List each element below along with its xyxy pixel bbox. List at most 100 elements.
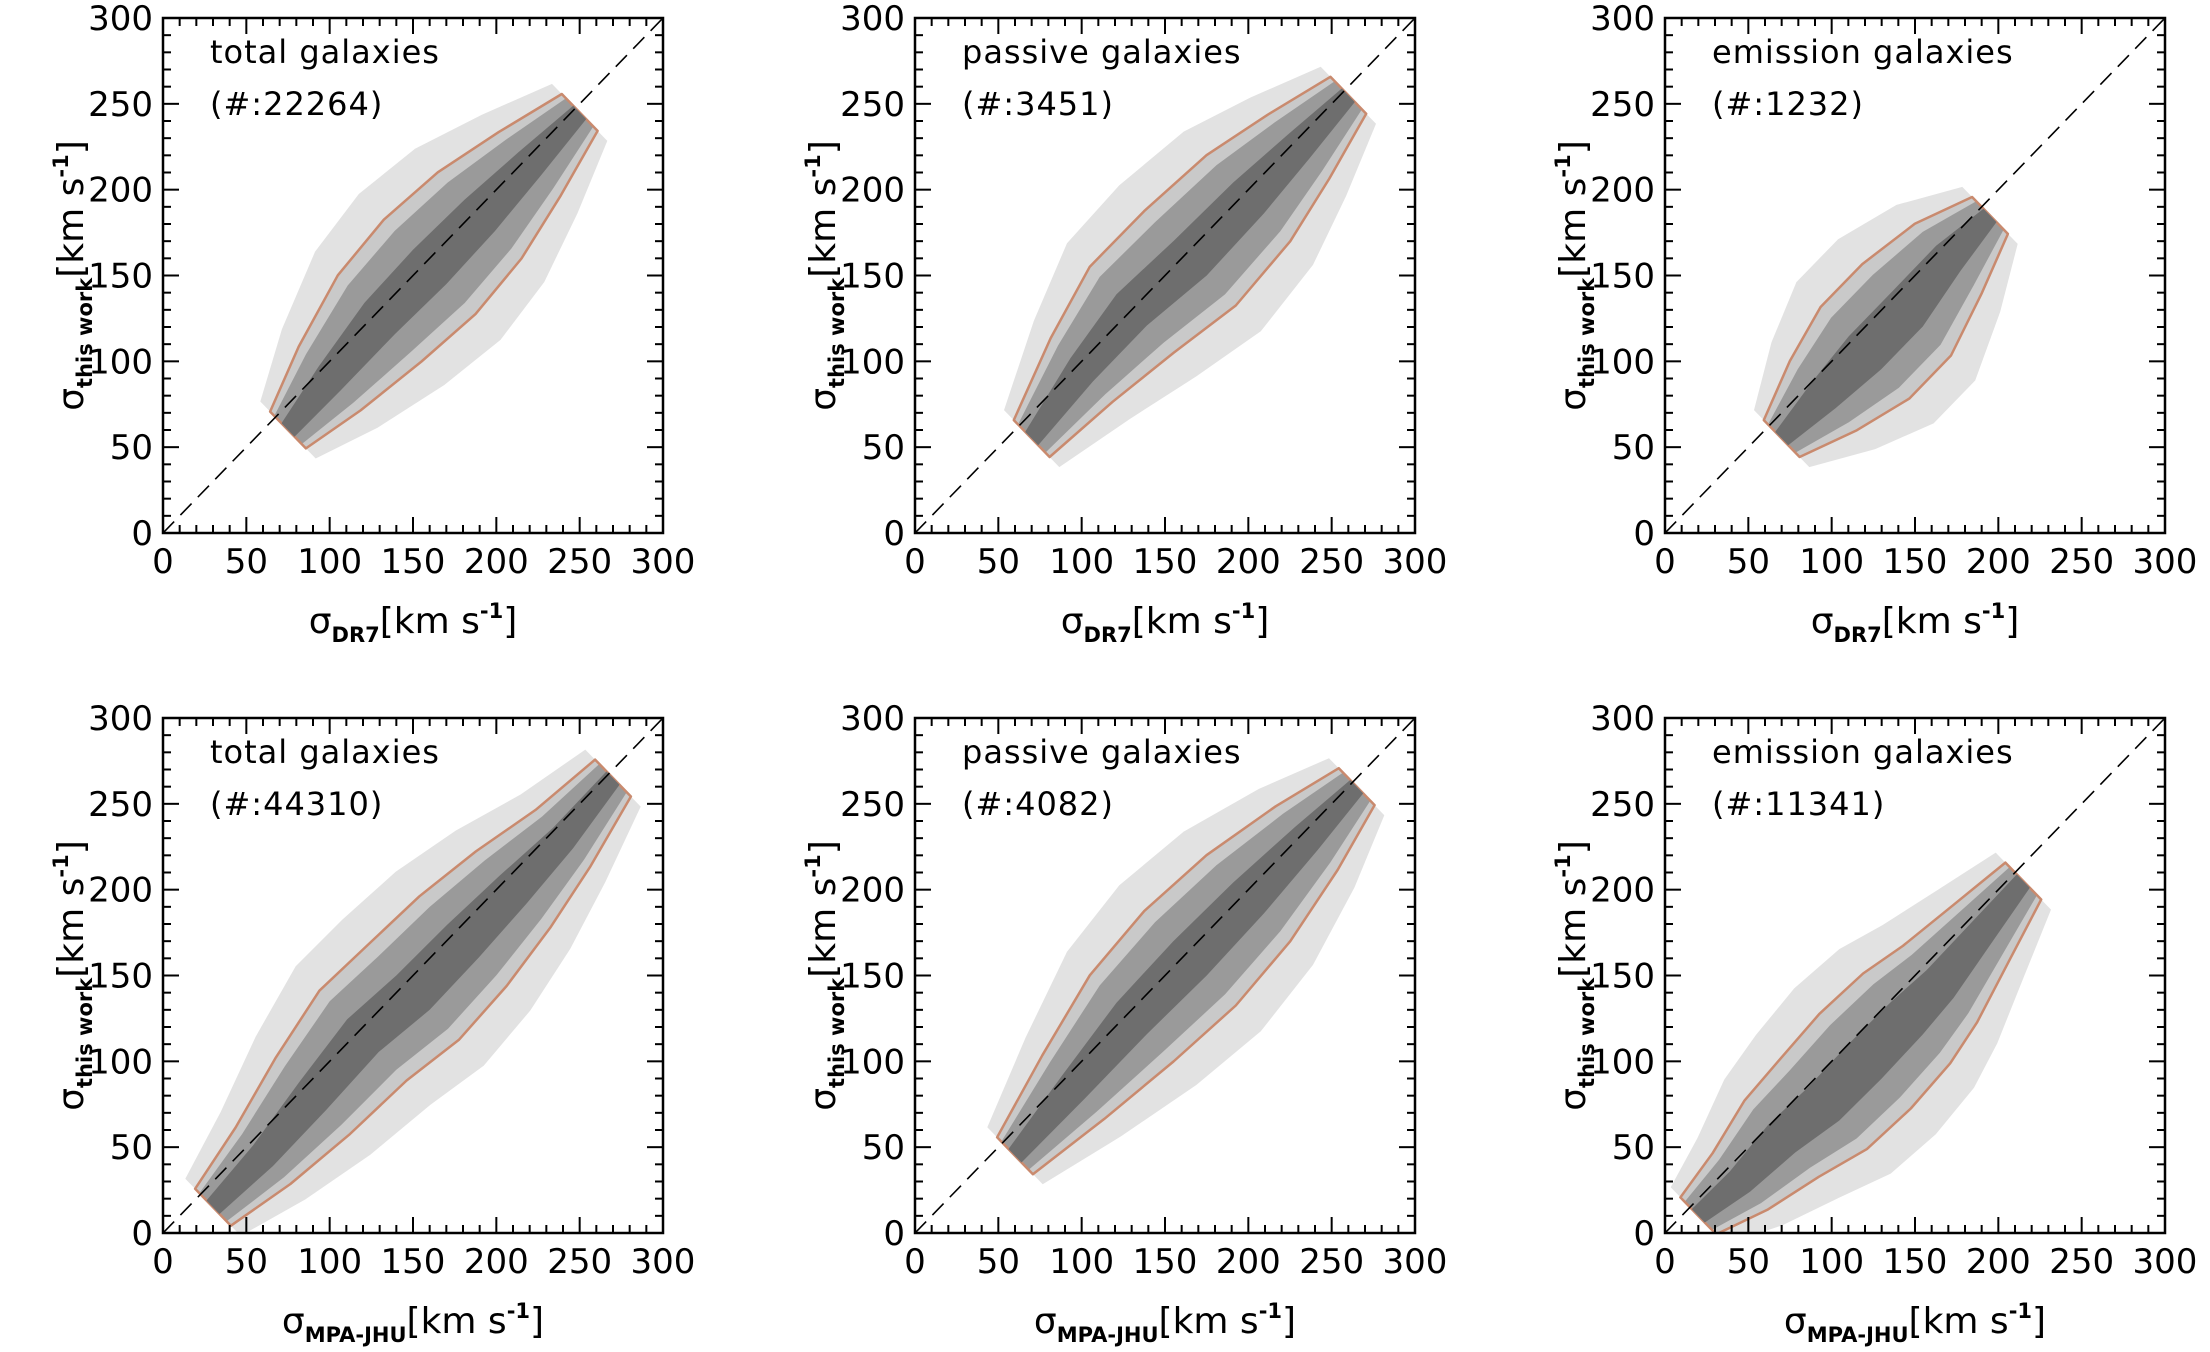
x-tick-label: 50	[225, 1242, 268, 1282]
density-core	[281, 105, 587, 437]
y-tick-label: 250	[1590, 85, 1655, 125]
x-tick-label: 150	[1883, 1242, 1948, 1282]
ticks	[914, 717, 1416, 1234]
contour-line	[193, 758, 633, 1227]
x-tick-label: 150	[1133, 542, 1198, 582]
x-tick-label: 150	[1133, 1242, 1198, 1282]
y-tick-label: 0	[1633, 514, 1655, 554]
x-tick-label: 0	[152, 542, 174, 582]
panel-1: 0 50 100 150 200 250 300 0 50 100 150 200 250 300 tota…	[49, 0, 695, 647]
y-tick-label: 100	[1590, 1042, 1655, 1082]
y-tick-label: 50	[110, 428, 153, 468]
y-axis-label: σthis work[km s-1]	[1551, 140, 1599, 411]
y-tick-label: 150	[88, 257, 153, 297]
panel-count: (#:3451)	[962, 85, 1114, 123]
y-tick-label: 50	[862, 1128, 905, 1168]
density-contours	[1754, 186, 2018, 468]
x-tick-label: 250	[1299, 542, 1364, 582]
x-tick-label: 300	[631, 542, 696, 582]
density-contours	[987, 758, 1385, 1185]
y-axis-label: σthis work[km s-1]	[1551, 840, 1599, 1111]
y-axis-label: σthis work[km s-1]	[49, 840, 97, 1111]
y-tick-label: 250	[1590, 785, 1655, 825]
y-tick-label: 100	[88, 1042, 153, 1082]
y-tick-label: 300	[840, 699, 905, 739]
panel-count: (#:44310)	[210, 785, 383, 823]
panel-count: (#:4082)	[962, 785, 1114, 823]
y-tick-label: 150	[1590, 257, 1655, 297]
y-tick-label: 200	[1590, 871, 1655, 911]
x-tick-label: 200	[464, 1242, 529, 1282]
panel-5: 0 50 100 150 200 250 300 0 50 100 150 200 250 300 pass…	[801, 699, 1447, 1347]
x-axis-label: σDR7[km s-1]	[309, 599, 518, 647]
x-axis-label: σDR7[km s-1]	[1811, 599, 2020, 647]
contour-line	[268, 92, 599, 450]
y-tick-label: 100	[840, 1042, 905, 1082]
contour-line	[995, 766, 1376, 1176]
density-contours	[260, 83, 608, 459]
panel-count: (#:22264)	[210, 85, 383, 123]
y-tick-label: 300	[1590, 699, 1655, 739]
panel-2: 0 50 100 150 200 250 300 0 50 100 150 200 250 300 pass…	[801, 0, 1447, 647]
ticks	[162, 17, 664, 534]
y-tick-label: 100	[88, 342, 153, 382]
x-tick-label: 300	[1383, 542, 1448, 582]
x-tick-label: 100	[1049, 542, 1114, 582]
x-tick-label: 100	[1049, 1242, 1114, 1282]
y-tick-label: 50	[110, 1128, 153, 1168]
density-core	[1691, 874, 2030, 1223]
panel-3: 0 50 100 150 200 250 300 0 50 100 150 200 250 300 emis…	[1551, 0, 2197, 647]
contour-line	[1679, 861, 2043, 1233]
y-tick-label: 200	[840, 171, 905, 211]
y-tick-label: 0	[1633, 1214, 1655, 1254]
x-tick-label: 50	[1727, 542, 1770, 582]
y-tick-label: 0	[883, 1214, 905, 1254]
y-tick-label: 200	[1590, 171, 1655, 211]
x-tick-label: 0	[1654, 1242, 1676, 1282]
x-tick-label: 300	[1383, 1242, 1448, 1282]
y-tick-label: 0	[883, 514, 905, 554]
panel-title: total galaxies	[210, 33, 440, 71]
density-contours	[185, 749, 641, 1233]
x-axis-label: σDR7[km s-1]	[1061, 599, 1270, 647]
y-tick-label: 250	[840, 85, 905, 125]
x-tick-label: 200	[1216, 542, 1281, 582]
y-tick-label: 250	[88, 85, 153, 125]
y-tick-label: 200	[840, 871, 905, 911]
x-tick-label: 150	[381, 1242, 446, 1282]
y-tick-label: 250	[840, 785, 905, 825]
one-to-one-line	[163, 18, 663, 533]
x-axis-label: σMPA-JHU[km s-1]	[1034, 1299, 1296, 1347]
panel-title: passive galaxies	[962, 33, 1242, 71]
y-tick-label: 100	[840, 342, 905, 382]
panel-title: passive galaxies	[962, 733, 1242, 771]
panel-6: 0 50 100 150 200 250 300 0 50 100 150 200 250 300 emis…	[1551, 699, 2197, 1347]
x-tick-label: 0	[904, 542, 926, 582]
one-to-one-line	[1665, 18, 2165, 533]
x-tick-label: 250	[547, 1242, 612, 1282]
density-core	[1008, 780, 1364, 1163]
y-tick-label: 300	[88, 0, 153, 39]
y-tick-label: 150	[840, 257, 905, 297]
panel-title: emission galaxies	[1712, 733, 2014, 771]
y-axis-label: σthis work[km s-1]	[49, 140, 97, 411]
x-tick-label: 100	[297, 1242, 362, 1282]
y-tick-label: 200	[88, 871, 153, 911]
y-tick-label: 150	[88, 957, 153, 997]
x-tick-label: 150	[1883, 542, 1948, 582]
y-tick-label: 200	[88, 171, 153, 211]
y-axis-label: σthis work[km s-1]	[801, 140, 849, 411]
x-tick-label: 300	[2133, 542, 2198, 582]
y-tick-label: 300	[1590, 0, 1655, 39]
density-core	[1775, 208, 1997, 446]
panel-count: (#:1232)	[1712, 85, 1864, 123]
y-tick-label: 0	[131, 1214, 153, 1254]
y-tick-label: 150	[840, 957, 905, 997]
panel-count: (#:11341)	[1712, 785, 1885, 823]
x-tick-label: 0	[904, 1242, 926, 1282]
x-tick-label: 0	[1654, 542, 1676, 582]
ticks	[1664, 717, 2166, 1234]
density-core	[1025, 88, 1355, 446]
x-axis-label: σMPA-JHU[km s-1]	[1784, 1299, 2046, 1347]
